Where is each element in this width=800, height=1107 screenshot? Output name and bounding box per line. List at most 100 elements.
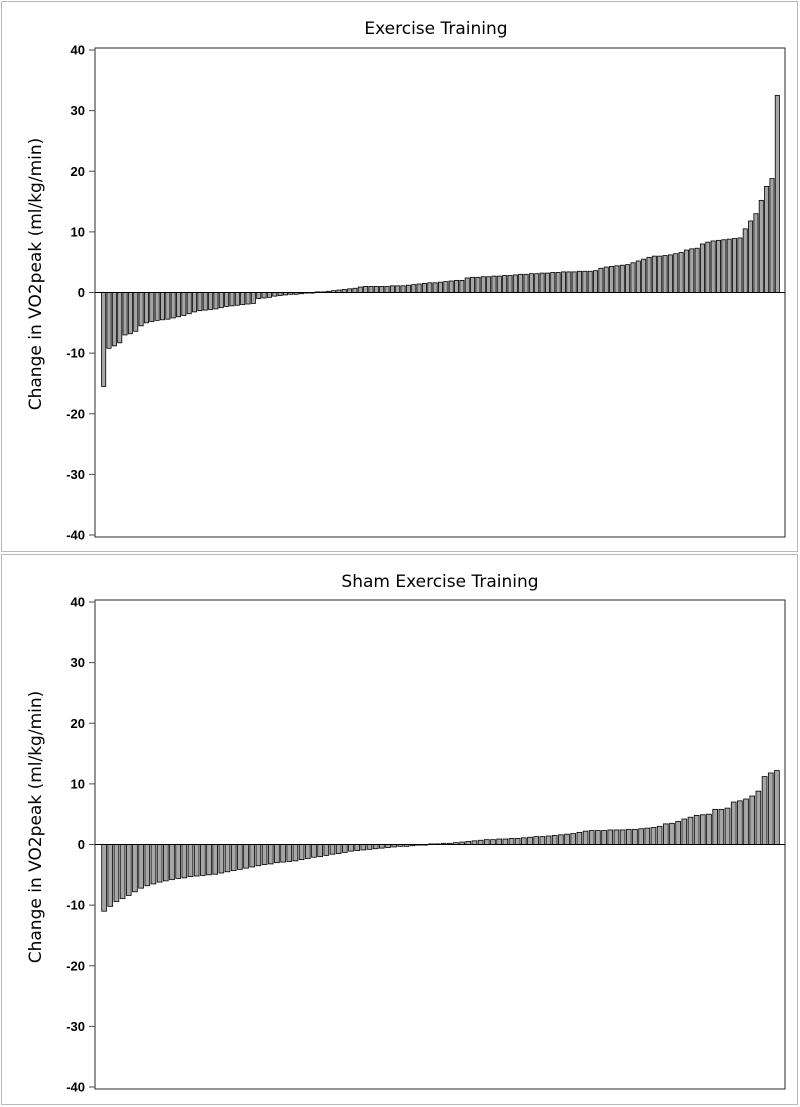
y-axis-label: Change in VO2peak (ml/kg/min)	[26, 691, 46, 964]
bar	[523, 273, 529, 293]
bar	[274, 844, 280, 864]
bar	[678, 252, 684, 293]
bar	[582, 830, 589, 845]
bar	[125, 844, 132, 896]
bar	[609, 266, 615, 293]
bar	[224, 844, 231, 873]
bar	[641, 258, 647, 293]
bar	[625, 264, 631, 293]
chart-panel-exercise: Exercise Training Change in VO2peak (ml/…	[1, 1, 798, 552]
bar	[154, 292, 160, 321]
bar	[107, 844, 114, 907]
bar	[427, 282, 433, 293]
bar	[663, 823, 669, 845]
bar	[249, 844, 256, 868]
bar	[693, 814, 700, 845]
bar	[753, 213, 759, 293]
bar	[514, 838, 521, 845]
bar	[165, 292, 171, 320]
bar	[767, 772, 774, 845]
bar	[619, 264, 625, 293]
bar	[329, 844, 336, 855]
bar	[603, 266, 609, 293]
bar	[192, 292, 198, 313]
bar	[280, 844, 286, 863]
bar	[699, 243, 705, 293]
bar	[187, 844, 194, 878]
bar	[272, 292, 278, 297]
bar	[632, 828, 638, 845]
bar	[491, 275, 497, 293]
bar	[400, 285, 406, 293]
chart-sham: Sham Exercise Training Change in VO2peak…	[26, 572, 786, 1095]
y-tick-label: 0	[78, 285, 85, 300]
bar	[245, 292, 251, 305]
y-tick-label: 30	[71, 655, 85, 670]
bar	[347, 288, 353, 293]
bar	[508, 838, 515, 845]
bar	[132, 844, 138, 893]
bar	[742, 228, 748, 293]
bar	[218, 292, 224, 309]
bar	[593, 270, 599, 293]
bar	[234, 292, 240, 306]
bar	[113, 844, 120, 902]
bar	[357, 286, 363, 293]
bar	[755, 790, 762, 845]
y-tick-label: 30	[71, 103, 85, 118]
bar	[101, 844, 107, 912]
y-tick-label: 40	[71, 43, 85, 58]
bar	[443, 281, 449, 293]
bar	[250, 292, 256, 304]
bar	[373, 286, 379, 293]
bar	[379, 286, 385, 293]
bar	[475, 276, 481, 293]
bar	[213, 292, 219, 310]
y-tick-label: -40	[66, 528, 85, 543]
bar	[454, 279, 460, 293]
bar	[550, 272, 556, 293]
bar	[206, 844, 212, 876]
bar	[555, 272, 561, 293]
bar	[208, 292, 214, 310]
bar	[127, 292, 133, 335]
bar	[266, 292, 272, 298]
bar	[539, 272, 545, 293]
bar	[384, 286, 390, 293]
bar	[261, 844, 268, 865]
chart-title: Sham Exercise Training	[341, 572, 538, 592]
bar	[368, 286, 374, 293]
bar	[317, 844, 323, 858]
bar	[571, 271, 577, 293]
bar	[689, 248, 695, 293]
bar	[486, 276, 492, 293]
bar	[159, 292, 165, 321]
bar	[518, 273, 524, 293]
bar	[169, 844, 175, 881]
bar	[464, 277, 470, 293]
bar	[292, 844, 299, 862]
bar	[311, 844, 317, 858]
bar	[448, 280, 454, 293]
bar	[700, 814, 706, 845]
bar	[507, 275, 513, 293]
bar	[706, 813, 712, 845]
bar	[186, 292, 192, 315]
bar	[298, 844, 305, 861]
y-tick-label: 20	[71, 716, 85, 731]
bar	[360, 844, 367, 851]
bar	[261, 292, 267, 299]
bar	[705, 241, 711, 293]
bar	[662, 255, 668, 293]
bar	[716, 239, 721, 293]
bar	[175, 844, 181, 879]
bar	[694, 247, 700, 293]
bar	[521, 837, 527, 845]
bar	[202, 292, 208, 311]
bar	[544, 272, 550, 293]
bar	[769, 178, 775, 293]
bar	[106, 292, 112, 349]
bar	[721, 239, 727, 293]
chart-panel-sham: Sham Exercise Training Change in VO2peak…	[1, 554, 798, 1105]
bar	[119, 844, 126, 899]
